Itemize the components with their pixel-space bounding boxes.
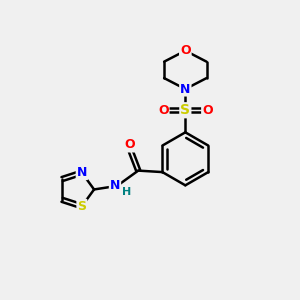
Text: N: N xyxy=(180,82,190,95)
Text: S: S xyxy=(180,103,190,117)
Text: N: N xyxy=(77,166,87,179)
Text: N: N xyxy=(110,179,120,192)
Text: O: O xyxy=(158,104,169,117)
Text: O: O xyxy=(202,104,213,117)
Text: O: O xyxy=(180,44,190,57)
Text: H: H xyxy=(122,188,131,197)
Text: O: O xyxy=(124,139,135,152)
Text: S: S xyxy=(77,200,86,213)
